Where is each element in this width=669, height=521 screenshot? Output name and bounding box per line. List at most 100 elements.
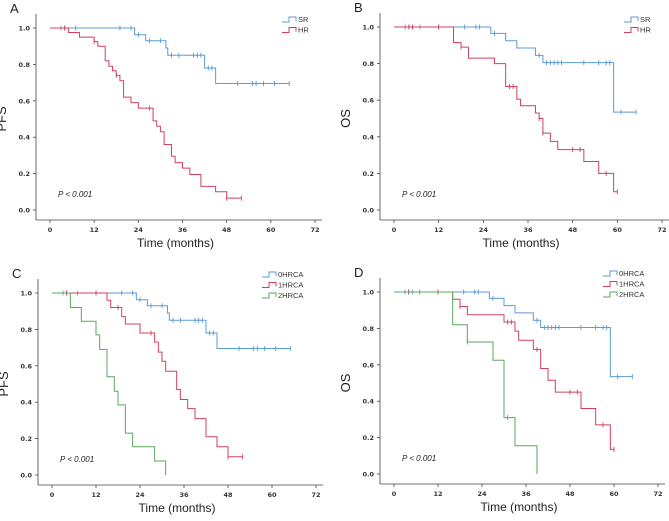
legend-label: HR	[298, 26, 309, 35]
legend-swatch	[603, 291, 618, 298]
x-tick-label: 24	[134, 226, 144, 234]
legend-swatch	[282, 16, 297, 23]
km-curve-0hrca	[394, 291, 633, 378]
km-curve-sr	[394, 26, 636, 113]
panel-d: 0 12 24 36 48 60 72 0.0 0.2 0.4 0.6 0.8 1.0 Time (mon…	[338, 265, 665, 514]
legend-label: 0HRCA	[619, 269, 644, 278]
y-tick-label: 0.4	[20, 399, 32, 407]
legend-label: SR	[640, 15, 651, 24]
legend-label: 1HRCA	[278, 281, 303, 290]
y-tick-label: 0.8	[362, 325, 374, 333]
x-tick-label: 12	[90, 226, 99, 234]
y-axis-label: OS	[338, 109, 353, 128]
panel-b: 0 12 24 36 48 60 72 0.0 0.2 0.4 0.6 0.8 1.0 Time (mon…	[338, 0, 669, 250]
x-tick-label: 72	[653, 490, 662, 498]
y-tick-label: 1.0	[362, 289, 374, 297]
legend-swatch	[624, 27, 639, 33]
y-axis-label: PFS	[0, 371, 11, 397]
legend-label: HR	[640, 26, 651, 35]
x-axis-label: Time (months)	[139, 501, 216, 515]
legend-swatch	[624, 16, 639, 23]
panel-letter: D	[354, 265, 363, 280]
y-tick-label: 0.0	[18, 207, 30, 215]
x-tick-label: 60	[267, 491, 277, 499]
x-tick-label: 60	[613, 226, 623, 234]
y-tick-label: 0.2	[20, 435, 32, 443]
legend-swatch	[603, 281, 618, 287]
p-value: P < 0.001	[402, 190, 436, 199]
x-tick-label: 0	[48, 226, 53, 234]
y-tick-label: 1.0	[20, 290, 32, 298]
x-tick-label: 24	[135, 491, 145, 499]
panel-letter: B	[354, 0, 363, 15]
y-tick-label: 0.4	[362, 398, 374, 406]
x-tick-label: 72	[311, 491, 320, 499]
x-tick-label: 36	[179, 491, 189, 499]
panel-a: 0 12 24 36 48 60 72 0.0 0.2 0.4 0.6 0.8 1.0 Time (mon…	[0, 1, 322, 250]
y-axis-label: OS	[338, 373, 353, 392]
p-value: P < 0.001	[402, 454, 436, 463]
y-tick-label: 0.2	[362, 170, 374, 178]
legend-swatch	[262, 292, 277, 299]
km-curve-sr	[50, 27, 290, 85]
x-tick-label: 36	[178, 226, 188, 234]
y-tick-label: 0.8	[20, 326, 32, 334]
x-tick-label: 36	[523, 226, 533, 234]
y-tick-label: 0.8	[18, 61, 30, 69]
y-tick-label: 0.6	[362, 97, 374, 105]
x-tick-label: 36	[521, 490, 531, 498]
km-curve-0hrca	[52, 292, 291, 350]
x-axis-label: Time (months)	[483, 236, 560, 250]
x-tick-label: 12	[433, 490, 442, 498]
legend-swatch	[262, 271, 277, 278]
x-tick-label: 24	[479, 226, 489, 234]
p-value: P < 0.001	[60, 455, 94, 464]
km-curve-1hrca	[52, 292, 243, 458]
x-tick-label: 24	[477, 490, 487, 498]
y-tick-label: 1.0	[18, 25, 30, 33]
legend-label: SR	[298, 15, 309, 24]
y-tick-label: 0.6	[20, 362, 32, 370]
x-tick-label: 60	[609, 490, 619, 498]
p-value: P < 0.001	[58, 190, 92, 199]
y-tick-label: 0.2	[362, 434, 374, 442]
y-tick-label: 0.6	[18, 97, 30, 105]
panel-letter: A	[10, 1, 19, 16]
legend-label: 1HRCA	[619, 280, 644, 289]
y-tick-label: 0.0	[362, 207, 374, 215]
panel-c: 0 12 24 36 48 60 72 0.0 0.2 0.4 0.6 0.8 1.0 Time (mon…	[0, 266, 323, 515]
y-axis-label: PFS	[0, 106, 9, 132]
y-tick-label: 1.0	[362, 24, 374, 32]
x-axis-label: Time (months)	[481, 500, 558, 514]
x-tick-label: 0	[392, 490, 397, 498]
legend-swatch	[603, 270, 618, 277]
y-tick-label: 0.0	[20, 472, 32, 480]
legend-swatch	[282, 27, 297, 33]
x-tick-label: 48	[568, 226, 578, 234]
km-curve-2hrca	[52, 292, 167, 475]
y-tick-label: 0.4	[362, 133, 374, 141]
y-tick-label: 0.8	[362, 60, 374, 68]
x-tick-label: 12	[91, 491, 100, 499]
x-tick-label: 48	[223, 491, 233, 499]
panel-letter: C	[12, 266, 21, 281]
legend-label: 0HRCA	[278, 270, 303, 279]
km-curve-2hrca	[394, 291, 538, 474]
y-tick-label: 0.4	[18, 134, 30, 142]
x-tick-label: 72	[657, 226, 666, 234]
km-curve-1hrca	[394, 291, 614, 450]
y-tick-label: 0.2	[18, 170, 30, 178]
x-axis-label: Time (months)	[137, 236, 214, 250]
legend-swatch	[262, 282, 277, 288]
legend-label: 2HRCA	[619, 290, 644, 299]
km-curve-hr	[394, 26, 618, 193]
x-tick-label: 60	[266, 226, 276, 234]
x-tick-label: 48	[565, 490, 575, 498]
x-tick-label: 48	[222, 226, 232, 234]
x-tick-label: 0	[50, 491, 55, 499]
km-curve-hr	[50, 27, 242, 199]
x-tick-label: 0	[392, 226, 397, 234]
x-tick-label: 12	[434, 226, 443, 234]
y-tick-label: 0.6	[362, 361, 374, 369]
